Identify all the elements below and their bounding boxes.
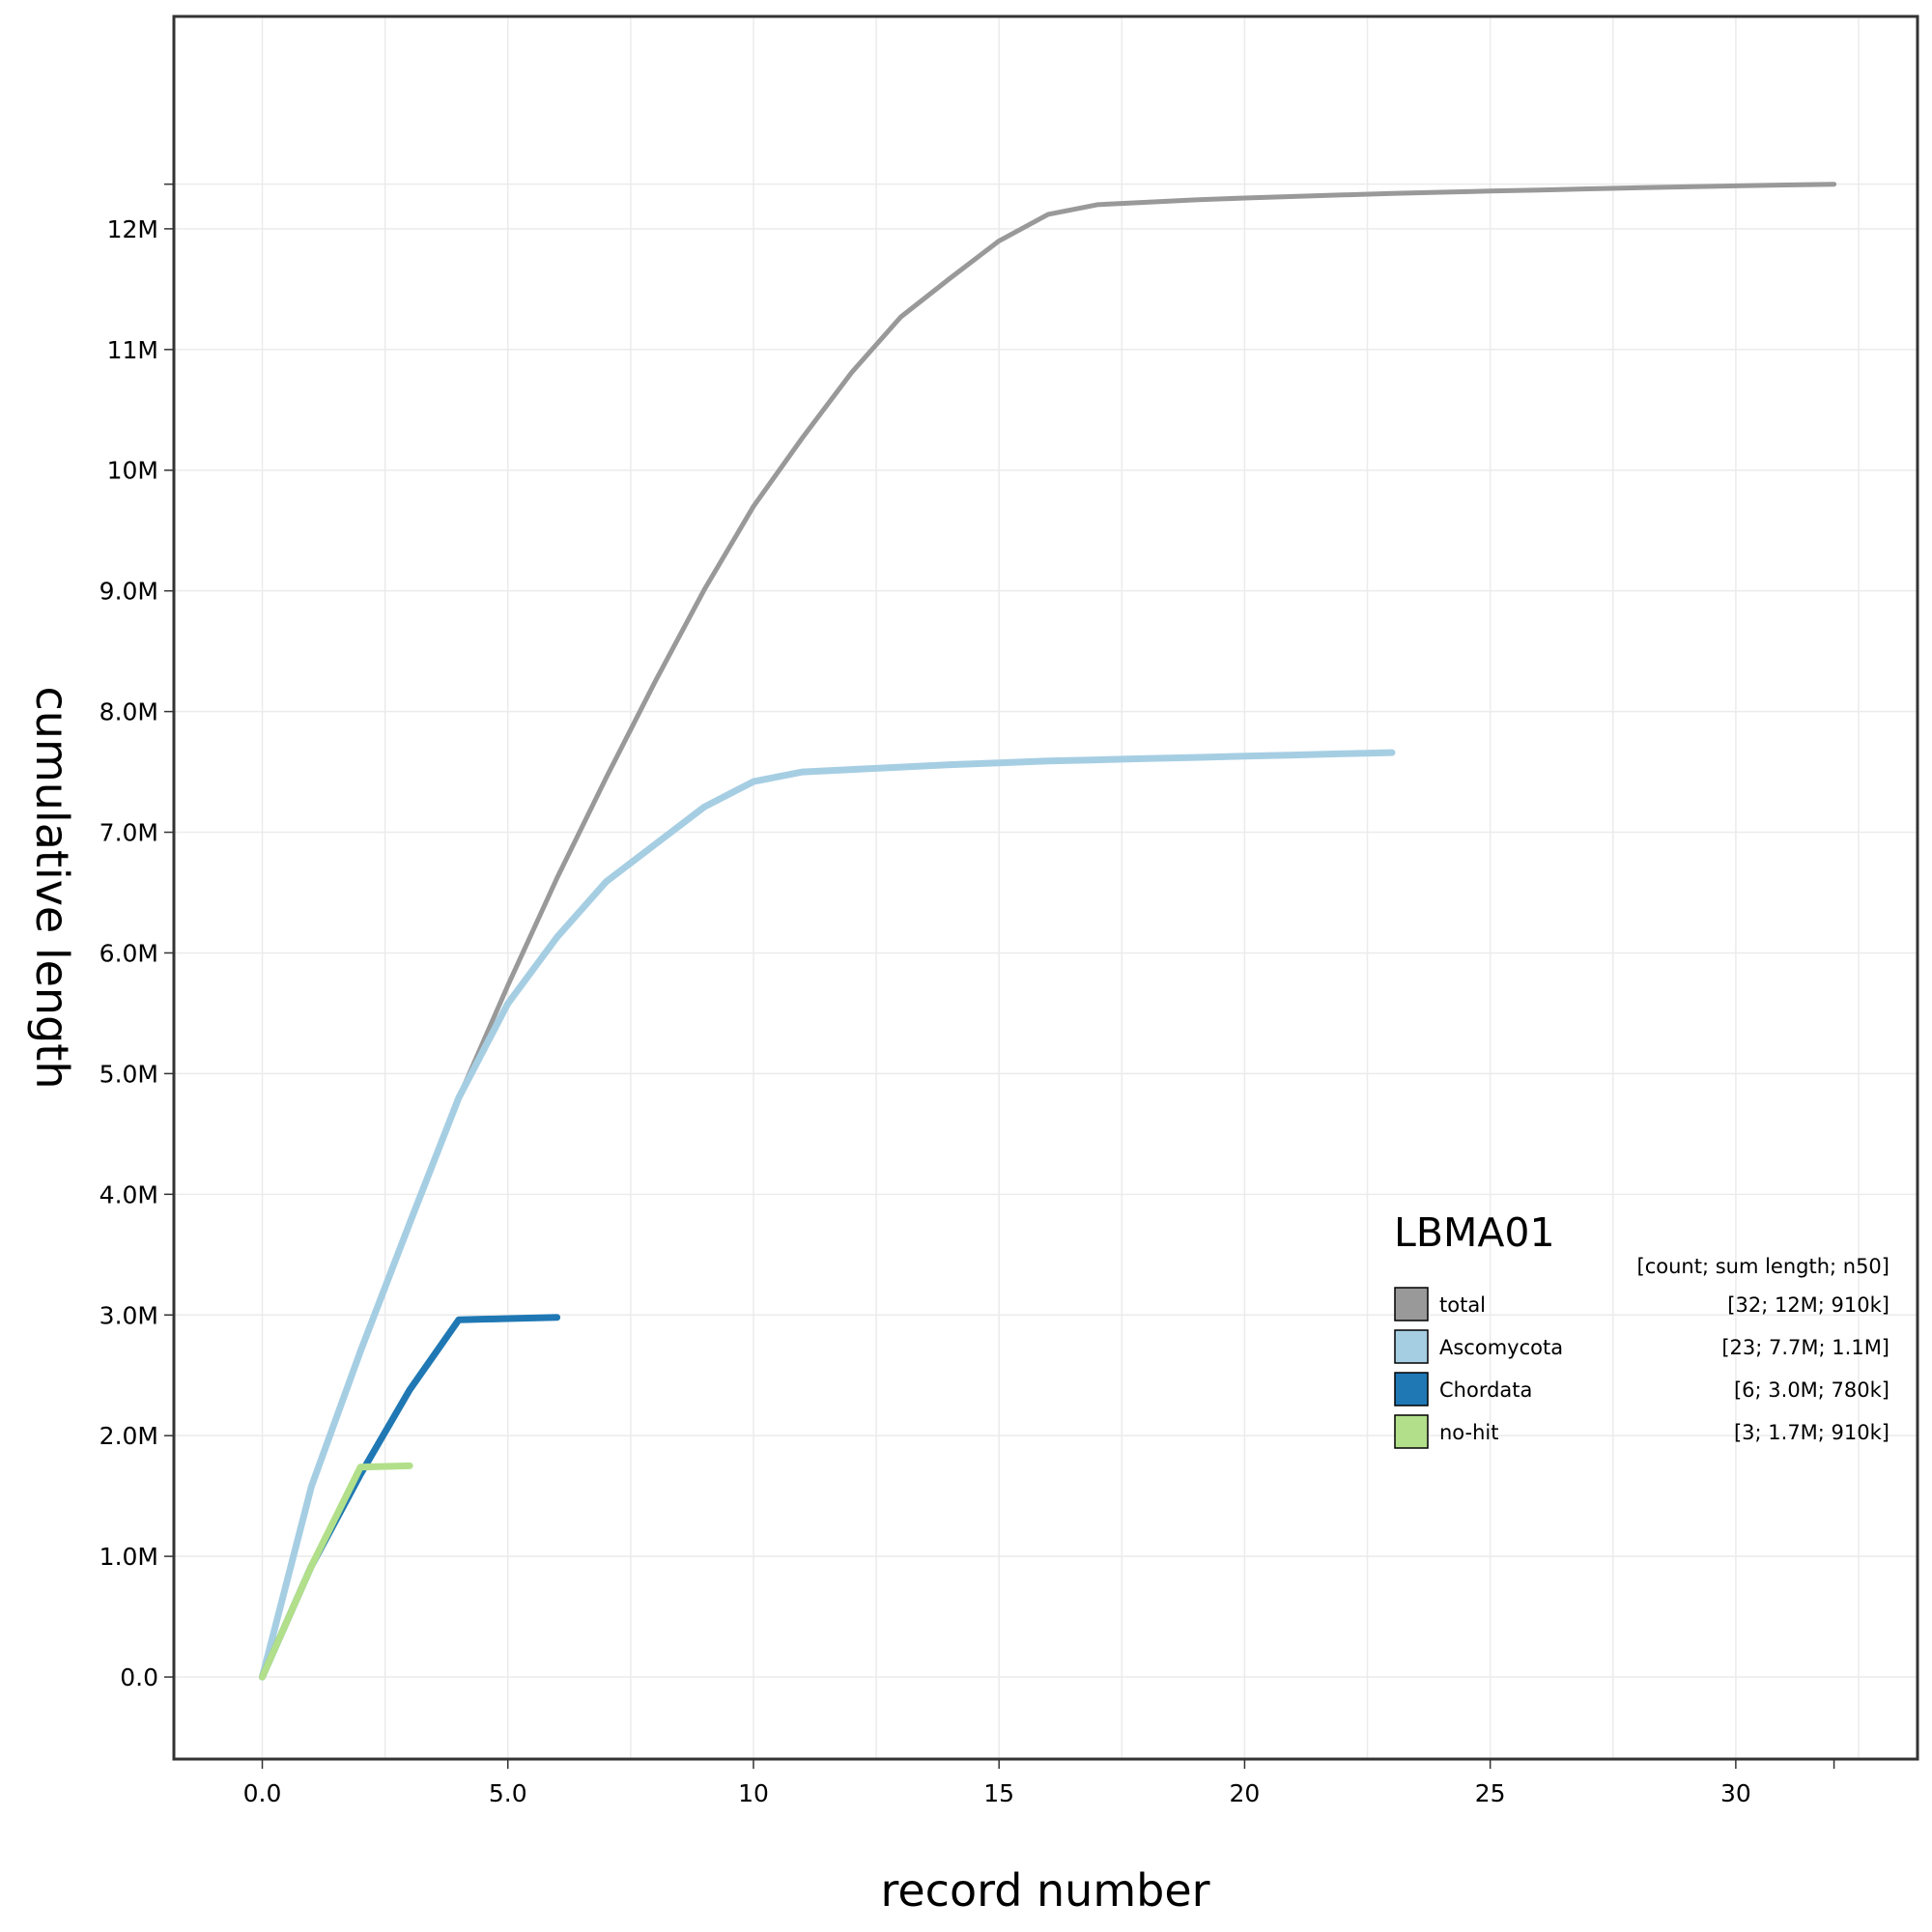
y-tick-label: 2.0M	[99, 1422, 158, 1450]
x-tick-label: 0.0	[243, 1779, 282, 1807]
legend-subtitle: [count; sum length; n50]	[1637, 1255, 1890, 1278]
legend-stats-no-hit: [3; 1.7M; 910k]	[1734, 1421, 1889, 1444]
y-tick-label: 12M	[107, 215, 158, 243]
y-tick-label: 10M	[107, 457, 158, 485]
y-tick-label: 8.0M	[99, 698, 158, 726]
y-axis: 0.0 1.0M 2.0M 3.0M 4.0M 5.0M 6.0M 7.0M 8.0M 9.0M 1…	[99, 183, 174, 1691]
series-lines	[259, 182, 1837, 1681]
x-axis-title: record number	[880, 1864, 1209, 1917]
series-line-ascomycota	[259, 749, 1396, 1681]
y-tick-label: 7.0M	[99, 819, 158, 847]
y-tick-label: 9.0M	[99, 578, 158, 606]
legend-swatch-no-hit	[1394, 1414, 1429, 1449]
legend-label-total: total	[1439, 1293, 1486, 1317]
y-tick-label: 4.0M	[99, 1180, 158, 1208]
plot-frame	[172, 14, 1919, 1761]
legend-stats-chordata: [6; 3.0M; 780k]	[1734, 1378, 1889, 1402]
grid-lines	[174, 16, 1918, 1759]
legend: LBMA01 [count; sum length; n50] total [32…	[1394, 1209, 1890, 1449]
legend-stats-ascomycota: [23; 7.7M; 1.1M]	[1721, 1336, 1889, 1359]
x-tick-label: 5.0	[489, 1779, 527, 1807]
x-axis: 0.0 5.0 10 15 20 25 30	[243, 1759, 1835, 1807]
y-tick-label: 3.0M	[99, 1301, 158, 1329]
series-line-total	[260, 182, 1837, 1680]
legend-label-ascomycota: Ascomycota	[1439, 1336, 1563, 1359]
legend-label-no-hit: no-hit	[1439, 1421, 1499, 1444]
y-axis-title: cumulative length	[26, 687, 78, 1090]
legend-title: LBMA01	[1394, 1209, 1555, 1256]
x-tick-label: 25	[1475, 1779, 1506, 1807]
legend-swatch-ascomycota	[1394, 1329, 1429, 1364]
y-tick-label: 1.0M	[99, 1543, 158, 1571]
legend-swatch-total	[1394, 1287, 1429, 1321]
legend-stats-total: [32; 12M; 910k]	[1727, 1293, 1889, 1317]
y-tick-label: 5.0M	[99, 1060, 158, 1088]
x-tick-label: 30	[1720, 1779, 1751, 1807]
y-tick-label: 6.0M	[99, 939, 158, 967]
legend-swatch-chordata	[1394, 1372, 1429, 1406]
y-tick-label: 0.0	[120, 1663, 158, 1691]
x-tick-label: 20	[1230, 1779, 1261, 1807]
series-line-no-hit	[259, 1462, 413, 1681]
legend-label-chordata: Chordata	[1439, 1378, 1532, 1402]
legend-items: total [32; 12M; 910k] Ascomycota [23; 7.7M;…	[1394, 1287, 1889, 1449]
x-tick-label: 15	[983, 1779, 1014, 1807]
x-tick-label: 10	[738, 1779, 769, 1807]
y-tick-label: 11M	[107, 336, 158, 364]
